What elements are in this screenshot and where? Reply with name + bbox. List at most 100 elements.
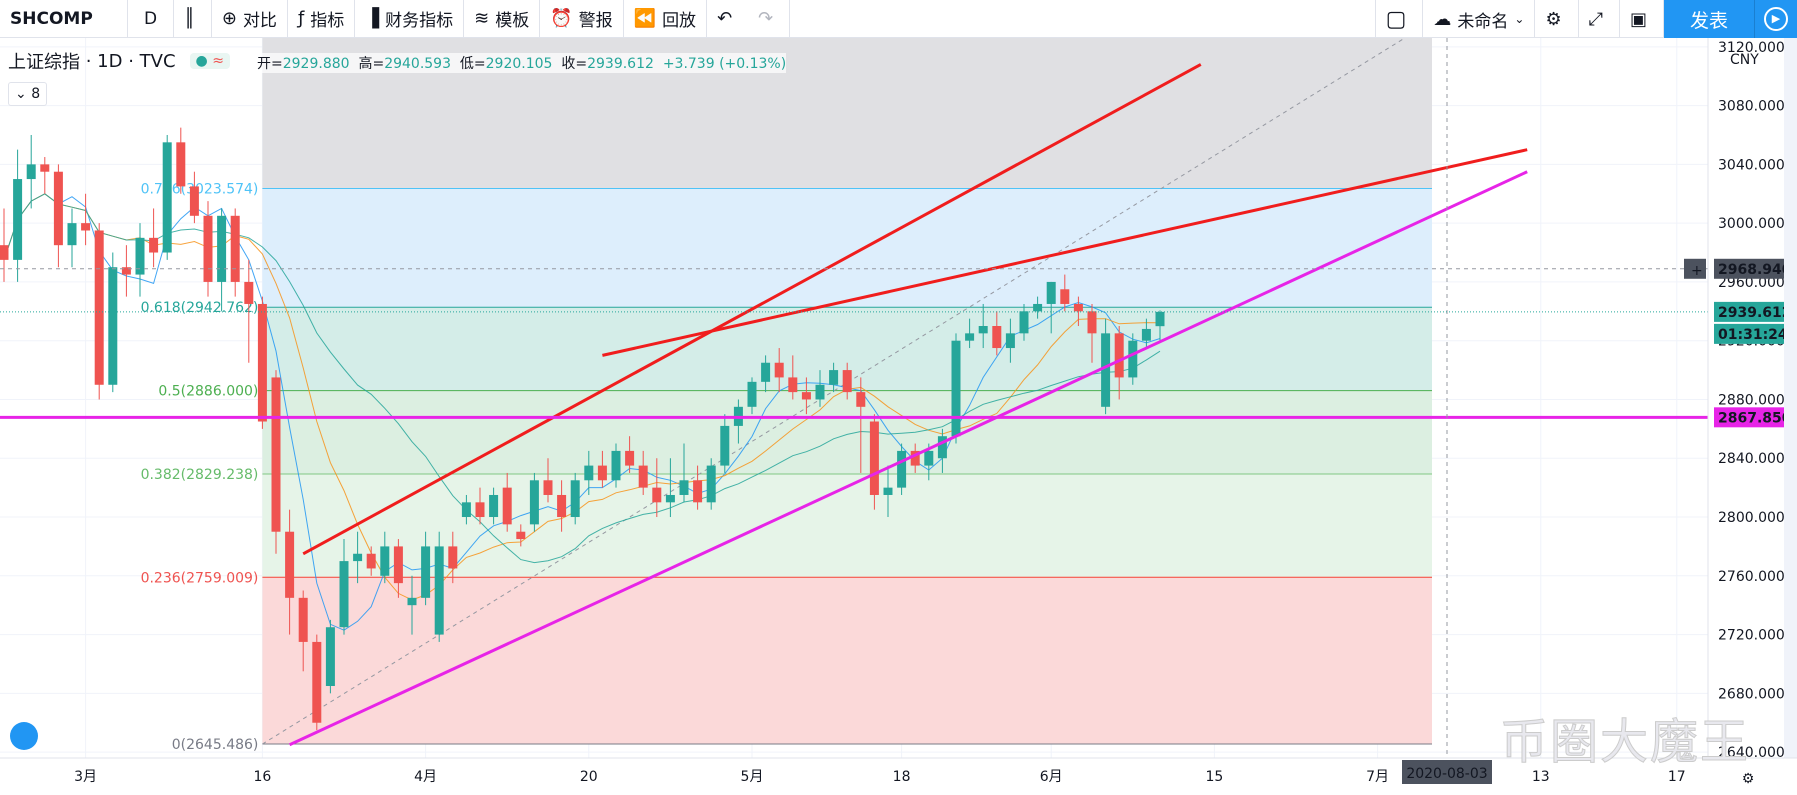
add-alert-bg: [1684, 258, 1706, 279]
alert-button[interactable]: ⏰ 警报: [540, 0, 624, 38]
fib-zone: [262, 474, 1432, 578]
candle-body: [393, 546, 403, 584]
interval-button[interactable]: D: [128, 0, 174, 38]
ohlc-values: 开=2929.880 高=2940.593 低=2920.105 收=2939.…: [257, 53, 787, 73]
market-status-badge[interactable]: ● ≈: [189, 53, 230, 69]
last-price-label-bg: [1714, 301, 1796, 322]
candle-body: [951, 340, 961, 437]
templates-button[interactable]: ≋ 模板: [464, 0, 541, 38]
layout-name-label: 未命名: [1457, 11, 1509, 32]
close-label: 收: [561, 56, 576, 72]
price-tick-label: 2880.000: [1718, 392, 1785, 408]
settings-button[interactable]: ⚙: [1535, 0, 1579, 38]
template-icon: ≋: [474, 8, 490, 29]
time-tick-label: 20: [580, 769, 598, 785]
candle-body: [706, 465, 716, 503]
candle-body: [570, 480, 580, 518]
redo-button[interactable]: ↷: [748, 0, 791, 38]
candle-body: [883, 487, 893, 495]
trend-lines[interactable]: [0, 38, 1708, 758]
price-tick-label: 3040.000: [1718, 157, 1785, 173]
gear-icon: ⚙: [1545, 8, 1562, 30]
support-trend-line: [288, 170, 1528, 747]
open-value: 2929.880: [282, 56, 350, 72]
candle-body: [94, 230, 104, 385]
candle-body: [217, 215, 227, 282]
compare-button[interactable]: ⊕ 对比: [212, 0, 288, 38]
candle-body: [597, 465, 607, 481]
candle-body: [489, 494, 499, 518]
indicators-button[interactable]: ƒ 指标: [288, 0, 356, 38]
symbol-search-button[interactable]: SHCOMP: [0, 0, 128, 38]
price-axis[interactable]: 3120.000 3080.000 3040.000 3000.000 2960.000…: [1684, 38, 1797, 795]
chart-type-button[interactable]: ║: [174, 0, 212, 38]
candle-body: [1033, 303, 1043, 312]
moving-average-10: [3, 193, 1161, 601]
financials-label: 财务指标: [385, 11, 454, 31]
layout-name-button[interactable]: ☁ 未命名 ⌄: [1423, 0, 1536, 38]
candle-body: [516, 531, 526, 540]
candle-body: [448, 546, 458, 569]
price-tick-label: 2720.000: [1718, 628, 1785, 644]
time-tick-label: 5月: [741, 769, 764, 785]
price-tick-label: 3120.000: [1718, 40, 1785, 56]
candle-body: [40, 164, 50, 172]
horizontal-line-price-label-bg: [1714, 407, 1796, 428]
legend-interval: 1D: [97, 50, 123, 72]
candle-body: [230, 215, 240, 282]
candle-body: [761, 362, 771, 382]
fullscreen-button[interactable]: ⤢: [1579, 0, 1620, 38]
low-value: 2920.105: [485, 56, 553, 72]
candle-body: [407, 597, 417, 606]
candle-body: [652, 487, 662, 503]
candle-body: [679, 480, 689, 495]
candle-body: [339, 561, 349, 628]
time-tick-label: 3月: [74, 769, 97, 785]
time-tick-label: 4月: [414, 769, 437, 785]
snapshot-button[interactable]: ▣: [1620, 0, 1664, 38]
fib-level-label: 0.382(2829.238): [141, 467, 259, 483]
indicators-label: 指标: [310, 11, 345, 31]
fib-level-label: 0.618(2942.762): [141, 300, 259, 316]
candle-body: [638, 465, 648, 488]
upper-trend-line: [602, 148, 1528, 357]
plus-icon: +: [1691, 263, 1703, 279]
time-tick-label: 7月: [1366, 769, 1389, 785]
play-button[interactable]: ▶: [1754, 0, 1797, 38]
candle-body: [53, 171, 63, 246]
financials-button[interactable]: ▐ 财务指标: [355, 0, 465, 38]
publish-button[interactable]: 发表: [1664, 0, 1754, 38]
time-axis[interactable]: 3月 16 4月 20 5月 18 6月 15 7月 13 17 2020-08-03 ⚙: [0, 722, 1797, 795]
alarm-clock-icon: ⏰: [550, 8, 573, 29]
candle-body: [366, 553, 376, 569]
candle-body: [829, 370, 839, 385]
undo-button[interactable]: ↶: [707, 0, 748, 38]
chevron-down-icon: ⌄: [1514, 12, 1525, 26]
change-value: +3.739 (+0.13%): [662, 56, 787, 72]
candle-body: [965, 333, 975, 341]
time-axis-bg: [0, 758, 1797, 795]
candle-body: [434, 546, 444, 635]
candle-body: [149, 237, 159, 253]
scrollbar: [1784, 38, 1797, 758]
candle-body: [869, 421, 879, 495]
replay-button[interactable]: ⏪ 回放: [624, 0, 708, 38]
candle-body: [312, 641, 322, 723]
fib-level-label: 0.236(2759.009): [141, 570, 259, 586]
right-toolbar: ▢ ☁ 未命名 ⌄ ⚙ ⤢ ▣ 发表 ▶: [1374, 0, 1797, 38]
chart-canvas[interactable]: 0.786(3023.574) 0.618(2942.762) 0.5(2886.0…: [0, 38, 1797, 795]
fullscreen-layout-button[interactable]: ▢: [1374, 0, 1424, 38]
price-tick-label: 2800.000: [1718, 510, 1785, 526]
symbol-legend[interactable]: 上证综指 · 1D · TVC ● ≈: [8, 48, 230, 74]
candle-body: [81, 223, 91, 231]
candle-body: [815, 384, 825, 400]
fib-retracement[interactable]: 0.786(3023.574) 0.618(2942.762) 0.5(2886.0…: [141, 38, 1432, 753]
indicator-collapse-button[interactable]: ⌄ 8: [8, 82, 48, 106]
compare-label: 对比: [242, 11, 277, 31]
crosshair-date-bg: [1402, 760, 1492, 784]
candle-body: [176, 142, 186, 187]
fib-zone: [262, 188, 1432, 308]
moving-average-20: [3, 193, 1161, 564]
candle-body: [461, 502, 471, 518]
candle-body: [529, 480, 539, 525]
